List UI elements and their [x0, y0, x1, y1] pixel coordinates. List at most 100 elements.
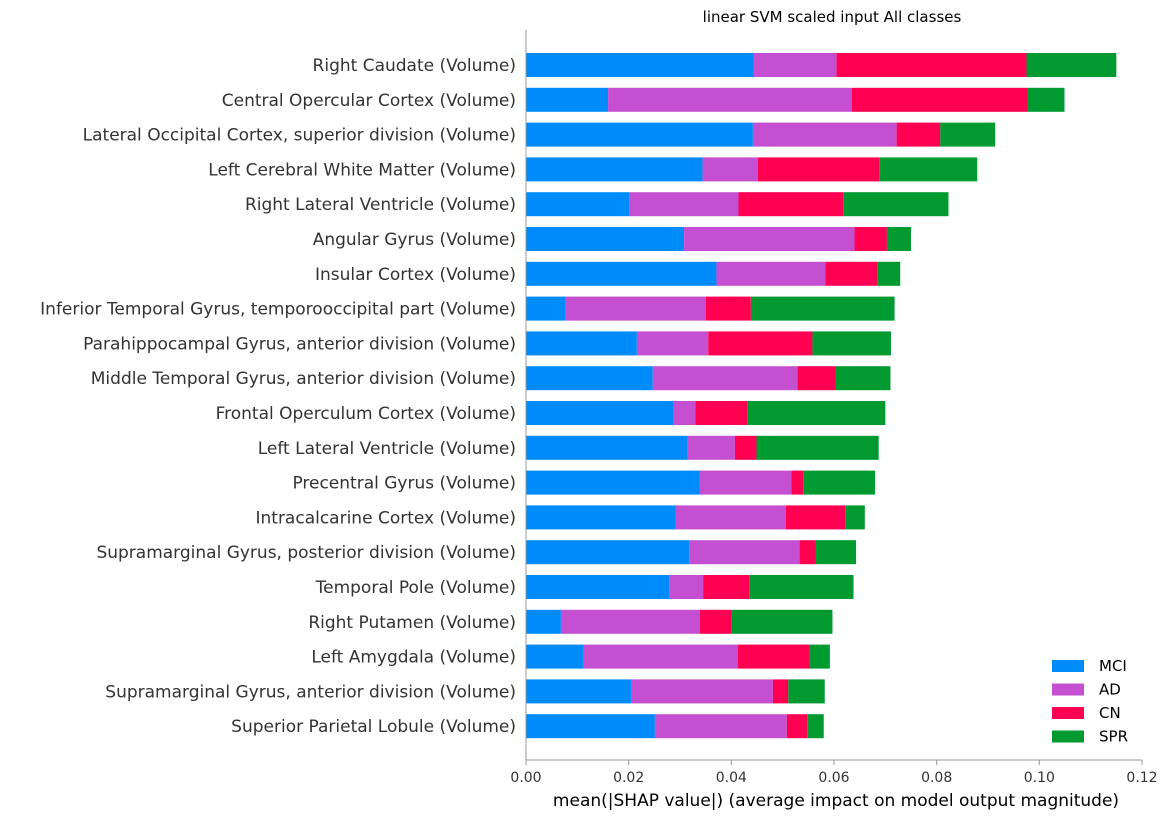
bar-segment-ad [565, 296, 706, 321]
bar-segment-cn [786, 714, 808, 739]
legend: MCI AD CN SPR [1052, 657, 1128, 746]
category-label: Superior Parietal Lobule (Volume) [231, 717, 516, 737]
x-tick-label: 0.08 [921, 770, 952, 786]
bar-segment-cn [825, 261, 878, 286]
legend-label: SPR [1099, 728, 1128, 746]
category-label: Supramarginal Gyrus, anterior division (… [105, 682, 516, 702]
bar-segment-spr [731, 609, 833, 634]
legend-label: CN [1099, 704, 1121, 722]
bar-segment-mci [526, 575, 670, 599]
chart-title: linear SVM scaled input All classes [703, 8, 962, 26]
bar-segment-cn [708, 331, 813, 356]
category-label: Middle Temporal Gyrus, anterior division… [91, 369, 516, 389]
bar-segment-mci [526, 331, 637, 356]
x-tick-label: 0.02 [613, 770, 644, 786]
category-label: Frontal Operculum Cortex (Volume) [216, 404, 516, 424]
bar-segment-ad [753, 53, 837, 77]
bar-segment-mci [526, 157, 703, 182]
bar-segment-mci [526, 53, 754, 77]
bar-segment-ad [675, 505, 786, 530]
bar-segment-spr [886, 227, 911, 251]
bar-segment-cn [738, 644, 810, 669]
bar-segment-cn [797, 366, 836, 391]
bar-segment-spr [747, 401, 886, 425]
x-tick-label: 0.04 [716, 770, 747, 786]
bar-segment-cn [703, 575, 750, 599]
bar-segment-cn [695, 401, 748, 425]
bar-segment-spr [756, 435, 879, 460]
x-tick-label: 0.12 [1126, 770, 1157, 786]
legend-swatch-spr [1052, 730, 1084, 743]
bar-segment-spr [1027, 87, 1065, 112]
bar-segment-spr [749, 575, 854, 599]
bar-segment-spr [788, 679, 825, 704]
bar-segment-mci [526, 296, 566, 321]
category-label: Angular Gyrus (Volume) [313, 230, 516, 250]
category-label: Temporal Pole (Volume) [315, 578, 516, 598]
category-label: Inferior Temporal Gyrus, temporooccipita… [40, 300, 516, 320]
bar-segment-mci [526, 122, 753, 147]
bar-segment-spr [807, 714, 824, 739]
bar-segment-ad [684, 227, 855, 251]
legend-swatch-ad [1052, 683, 1084, 696]
bar-segment-mci [526, 192, 630, 217]
bar-segment-cn [772, 679, 789, 704]
category-labels: Right Caudate (Volume) Central Opercular … [40, 56, 516, 737]
legend-swatch-cn [1052, 707, 1084, 719]
category-label: Supramarginal Gyrus, posterior division … [96, 543, 516, 563]
category-label: Precentral Gyrus (Volume) [292, 474, 516, 494]
bar-segment-spr [879, 157, 978, 182]
category-label: Right Caudate (Volume) [313, 56, 516, 76]
legend-label: MCI [1099, 657, 1127, 675]
bar-segment-spr [845, 505, 865, 530]
bar-segment-ad [629, 192, 739, 217]
bar-segment-cn [851, 87, 1028, 112]
category-label: Intracalcarine Cortex (Volume) [255, 508, 516, 528]
x-tick-label: 0.00 [510, 770, 541, 786]
bar-segment-spr [812, 331, 891, 356]
bar-segment-mci [526, 470, 700, 495]
bar-segment-cn [700, 609, 732, 634]
bar-segment-mci [526, 714, 655, 739]
bars-group [526, 53, 1117, 739]
bar-segment-cn [734, 435, 757, 460]
category-label: Right Putamen (Volume) [308, 613, 516, 633]
bar-segment-ad [699, 470, 792, 495]
bar-segment-mci [526, 540, 690, 565]
category-label: Lateral Occipital Cortex, superior divis… [83, 126, 516, 146]
bar-segment-mci [526, 227, 685, 251]
bar-segment-ad [560, 609, 701, 634]
bar-segment-spr [843, 192, 949, 217]
bar-segment-ad [673, 401, 696, 425]
legend-swatch-mci [1052, 660, 1084, 672]
bar-segment-spr [940, 122, 996, 147]
bar-segment-ad [608, 87, 852, 112]
bar-segment-mci [526, 87, 609, 112]
bar-segment-mci [526, 505, 676, 530]
bar-segment-spr [809, 644, 830, 669]
bar-segment-spr [750, 296, 895, 321]
x-axis-label: mean(|SHAP value|) (average impact on mo… [553, 791, 1119, 811]
category-label: Insular Cortex (Volume) [315, 265, 516, 285]
bar-segment-cn [738, 192, 844, 217]
bar-segment-cn [791, 470, 804, 495]
category-label: Left Amygdala (Volume) [311, 648, 516, 668]
bar-segment-cn [705, 296, 751, 321]
bar-segment-cn [836, 53, 1027, 77]
bar-segment-ad [702, 157, 759, 182]
bar-segment-cn [854, 227, 887, 251]
bar-segment-ad [652, 366, 798, 391]
bar-segment-ad [631, 679, 773, 704]
category-label: Right Lateral Ventricle (Volume) [245, 195, 516, 215]
bar-segment-spr [1026, 53, 1117, 77]
bar-segment-spr [803, 470, 876, 495]
bar-segment-ad [582, 644, 739, 669]
x-tick-label: 0.06 [818, 770, 849, 786]
bar-segment-mci [526, 401, 674, 425]
bar-segment-spr [877, 261, 901, 286]
bar-segment-cn [785, 505, 846, 530]
bar-segment-ad [669, 575, 704, 599]
bar-segment-ad [716, 261, 826, 286]
bar-segment-cn [758, 157, 880, 182]
